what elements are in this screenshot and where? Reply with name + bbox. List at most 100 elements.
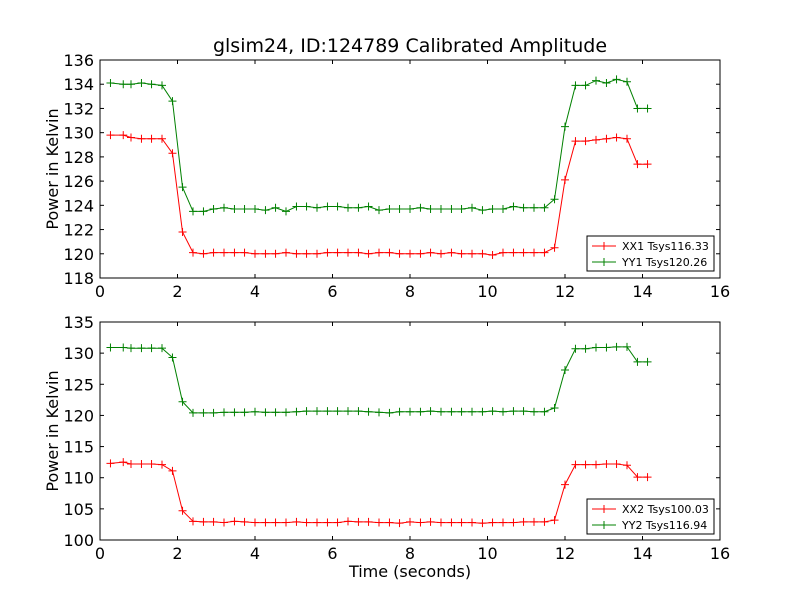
- data-point: [282, 207, 290, 216]
- y-tick-label: 120: [63, 406, 94, 425]
- y-tick-label: 120: [63, 245, 94, 264]
- legend: XX2 Tsys100.03 YY2 Tsys116.94: [586, 498, 715, 535]
- legend-frame: [586, 498, 715, 535]
- data-point: [106, 459, 115, 468]
- data-point: [251, 204, 259, 213]
- y-tick-label: 135: [63, 313, 94, 332]
- data-point: [561, 480, 569, 489]
- data-point: [168, 353, 177, 362]
- data-point: [137, 79, 146, 88]
- data-point: [519, 248, 528, 257]
- data-point: [364, 407, 373, 416]
- data-point: [313, 249, 321, 258]
- data-point: [127, 80, 135, 89]
- y-tick-label: 125: [63, 375, 94, 394]
- y-tick-label: 126: [63, 172, 94, 191]
- data-point: [447, 204, 456, 213]
- data-point: [354, 407, 363, 416]
- data-point: [344, 517, 352, 526]
- data-point: [530, 203, 538, 212]
- data-point: [119, 343, 128, 352]
- data-point: [540, 517, 549, 526]
- data-point: [457, 407, 466, 416]
- x-tick-label: 10: [477, 544, 497, 563]
- data-point: [364, 517, 373, 526]
- y-tick-label: 100: [63, 531, 94, 550]
- data-point: [251, 407, 259, 416]
- data-point: [251, 518, 259, 527]
- lower-plot-panel: 0 2 4 6 8 10 12 14 16 100 105 110 115 120 125 130 135 Pow…: [43, 313, 730, 581]
- data-point: [230, 408, 239, 417]
- x-tick-label: 16: [710, 282, 730, 301]
- data-point: [375, 518, 383, 527]
- legend-swatch-marker: [600, 242, 608, 250]
- data-point: [561, 122, 569, 131]
- data-point: [643, 160, 652, 169]
- data-point: [581, 460, 590, 469]
- data-point: [106, 131, 115, 140]
- x-tick-label: 12: [555, 282, 575, 301]
- data-point: [468, 407, 476, 416]
- y-tick-label: 110: [63, 469, 94, 488]
- data-point: [230, 248, 239, 257]
- legend-frame: [586, 235, 715, 272]
- data-point: [478, 249, 487, 258]
- upper-plot-panel: 0 2 4 6 8 10 12 14 16 118 120 122 124 126 128 130 132 134…: [43, 51, 730, 301]
- data-point: [302, 518, 311, 527]
- data-point: [437, 249, 445, 258]
- data-point: [499, 518, 507, 527]
- data-point: [178, 183, 187, 192]
- data-point: [385, 518, 394, 527]
- data-point: [519, 407, 528, 416]
- data-point: [189, 248, 197, 257]
- data-point: [364, 249, 373, 258]
- data-point: [488, 518, 497, 527]
- data-point: [240, 204, 249, 213]
- y-tick-label: 122: [63, 221, 94, 240]
- data-point: [261, 408, 270, 417]
- data-point: [209, 248, 218, 257]
- data-point: [209, 204, 218, 213]
- data-point: [468, 249, 476, 258]
- data-point: [581, 81, 590, 90]
- data-point: [158, 134, 166, 143]
- data-point: [457, 204, 466, 213]
- data-point: [292, 517, 301, 526]
- data-point: [447, 248, 456, 257]
- data-point: [209, 517, 218, 526]
- y-tick-label: 105: [63, 500, 94, 519]
- y-tick-label: 115: [63, 438, 94, 457]
- data-point: [530, 248, 538, 257]
- data-point: [406, 204, 414, 213]
- data-point: [468, 518, 476, 527]
- data-point: [209, 408, 218, 417]
- x-tick-label: 0: [95, 544, 105, 563]
- x-tick-label: 6: [327, 282, 337, 301]
- data-point: [395, 407, 404, 416]
- data-point: [199, 408, 208, 417]
- data-point: [602, 134, 611, 143]
- data-point: [271, 249, 280, 258]
- data-point: [612, 75, 621, 84]
- data-point: [612, 342, 621, 351]
- data-point: [478, 519, 487, 528]
- data-point: [199, 207, 208, 216]
- x-tick-label: 2: [172, 282, 182, 301]
- data-point: [447, 518, 456, 527]
- data-point: [230, 517, 239, 526]
- data-point: [602, 79, 611, 88]
- data-point: [468, 203, 476, 212]
- data-point: [292, 407, 301, 416]
- data-point: [158, 460, 166, 469]
- data-point: [127, 133, 135, 142]
- data-point: [406, 517, 414, 526]
- data-point: [354, 203, 363, 212]
- data-point: [488, 250, 497, 259]
- data-point: [364, 202, 373, 211]
- data-point: [178, 506, 187, 515]
- data-point: [592, 135, 600, 144]
- data-point: [230, 204, 239, 213]
- data-point: [147, 80, 156, 89]
- data-point: [406, 249, 414, 258]
- data-point: [302, 249, 311, 258]
